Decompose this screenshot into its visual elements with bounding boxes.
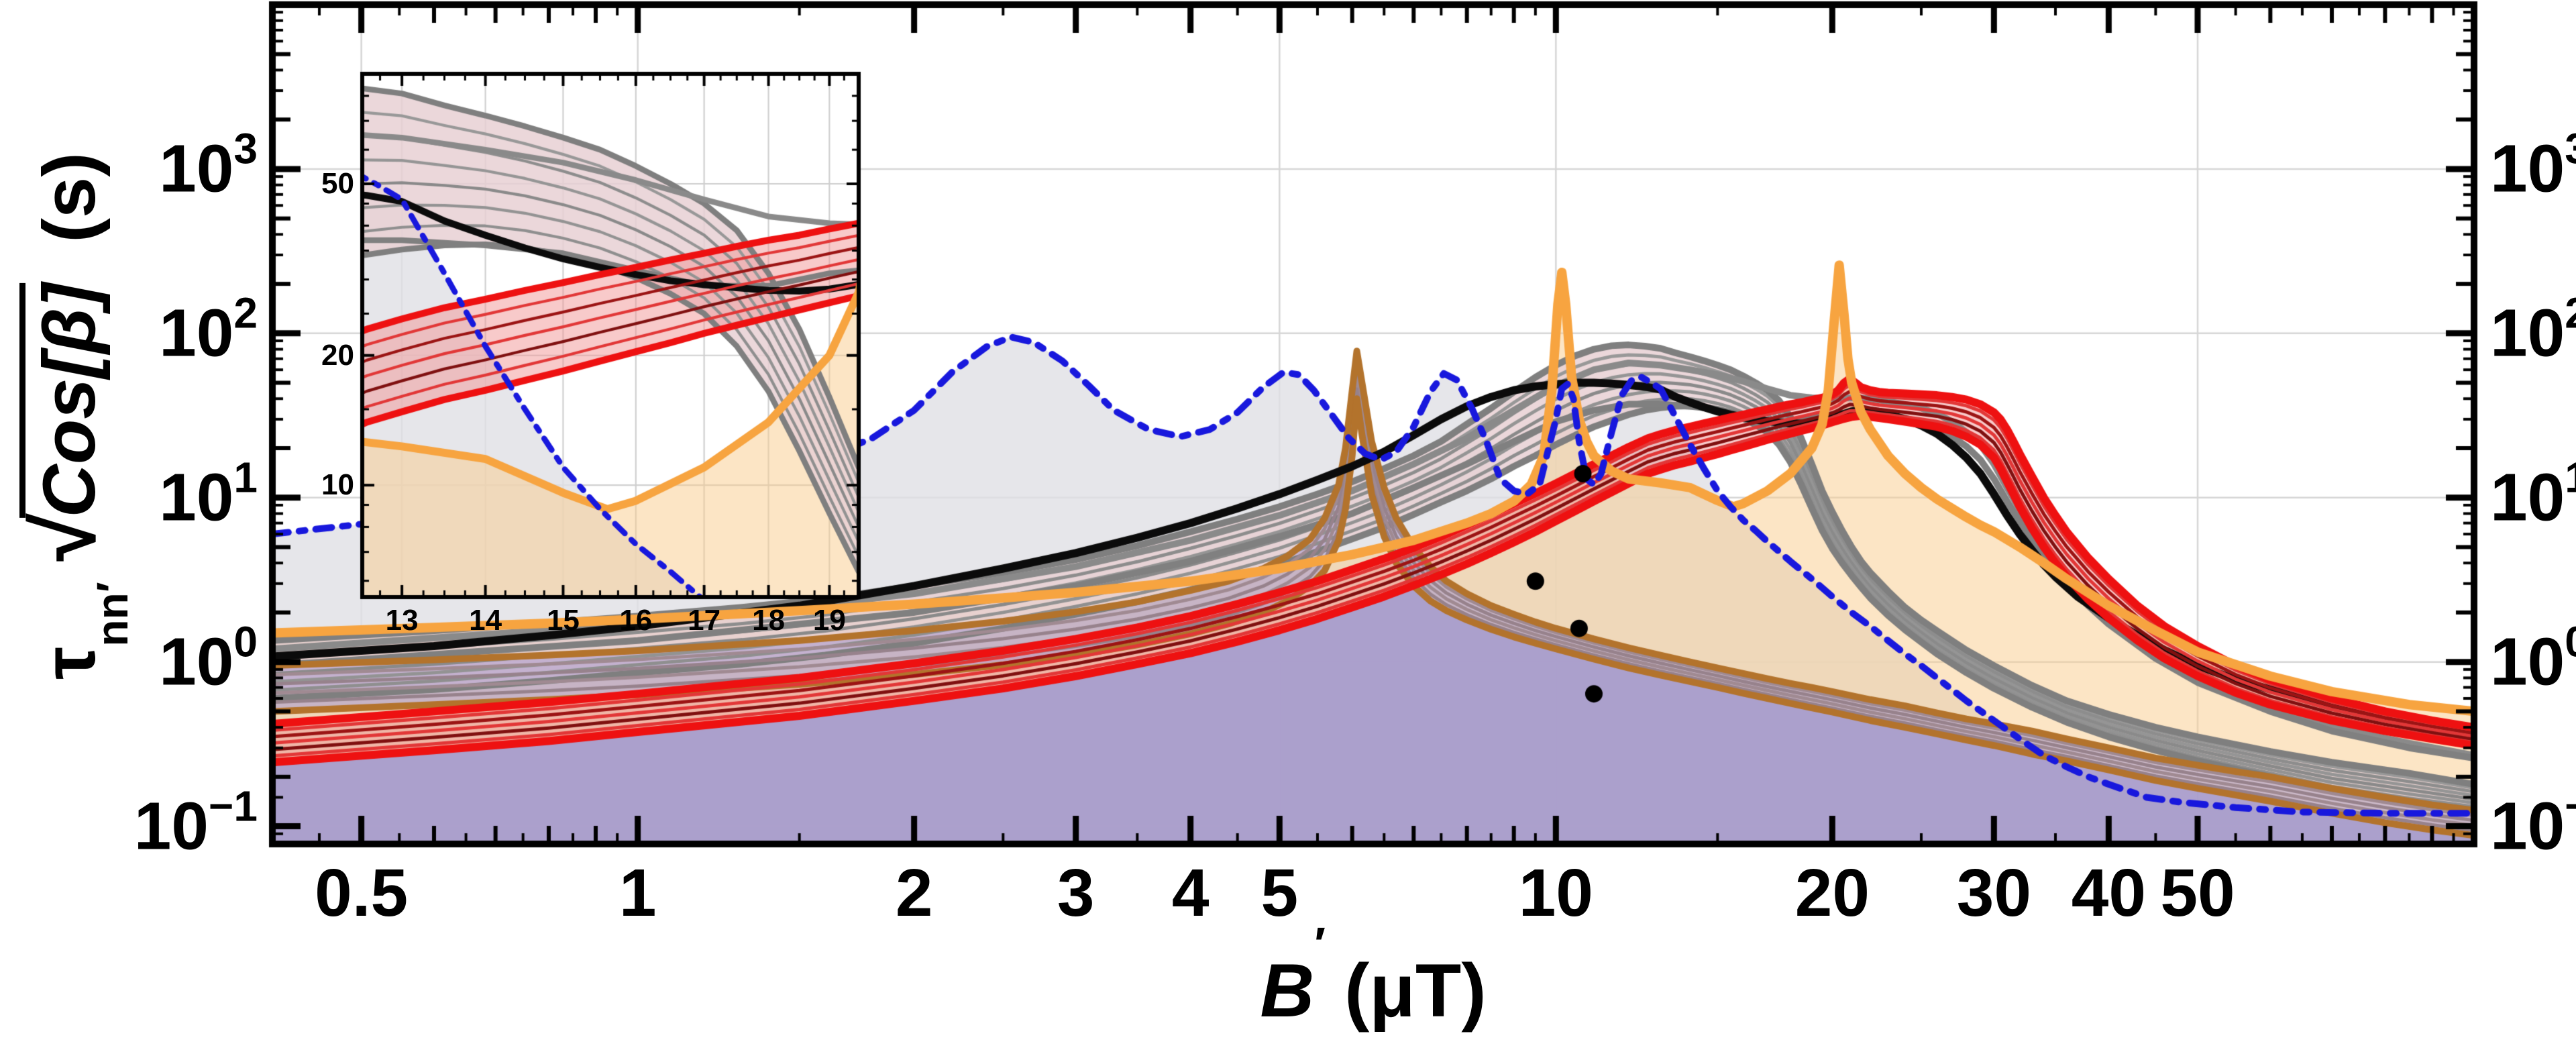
inset-x-tick-label: 17 xyxy=(688,604,721,637)
y-tick-label-left: 101 xyxy=(159,453,258,535)
field-symbol: B xyxy=(1260,949,1315,1033)
x-tick-label: 0.5 xyxy=(315,855,409,931)
x-tick-label: 40 xyxy=(2071,855,2146,931)
x-tick-label: 5 xyxy=(1260,855,1299,931)
x-tick-label: 3 xyxy=(1057,855,1095,931)
inset-x-tick-label: 19 xyxy=(812,604,846,637)
y-tick-label-right: 10−1 xyxy=(2490,782,2576,864)
radical-sign: √ xyxy=(15,517,113,562)
y-tick-label-right: 102 xyxy=(2490,288,2576,371)
x-tick-label: 30 xyxy=(1956,855,2031,931)
inset-x-tick-label: 18 xyxy=(752,604,786,637)
inset-x-tick-label: 13 xyxy=(385,604,419,637)
inset-x-tick-label: 14 xyxy=(469,604,502,637)
y-tick-label-right: 103 xyxy=(2490,124,2576,207)
x-tick-label: 20 xyxy=(1794,855,1870,931)
inset-y-tick-label: 10 xyxy=(321,468,354,502)
tau-symbol: τ xyxy=(28,646,111,680)
y-tick-label-left: 102 xyxy=(159,288,258,371)
x-tick-label: 2 xyxy=(895,855,933,931)
y-tick-label-right: 100 xyxy=(2490,617,2576,700)
y-tick-label-right: 101 xyxy=(2490,453,2576,535)
y-tick-label-left: 10−1 xyxy=(133,782,258,864)
x-tick-label: 4 xyxy=(1171,855,1210,931)
radicand: Cos[β] xyxy=(19,283,111,518)
inset-x-tick-label: 15 xyxy=(546,604,580,637)
inset-x-tick-label: 16 xyxy=(619,604,653,637)
tau-subscript: nn′ xyxy=(87,582,137,647)
y-tick-label-left: 103 xyxy=(159,124,258,207)
y-units: (s) xyxy=(28,152,111,243)
x-units: (μT) xyxy=(1344,949,1487,1033)
inset-y-tick-label: 50 xyxy=(321,167,354,201)
y-axis-label: τnn′ √Cos[β] (s) xyxy=(14,152,137,680)
x-tick-label: 1 xyxy=(619,855,657,931)
x-tick-label: 10 xyxy=(1518,855,1593,931)
x-axis-label: B′ (μT) xyxy=(1260,918,1487,1034)
x-tick-label: 50 xyxy=(2160,855,2235,931)
inset-y-tick-label: 20 xyxy=(321,338,354,372)
prime-mark: ′ xyxy=(1314,917,1326,970)
y-tick-label-left: 100 xyxy=(159,617,258,700)
